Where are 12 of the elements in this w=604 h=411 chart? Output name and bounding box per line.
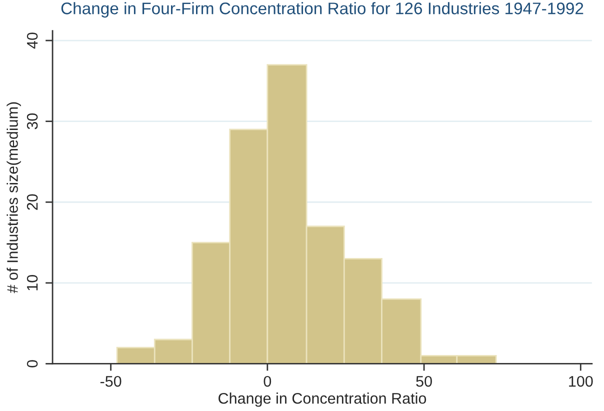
y-tick-label: 30 — [26, 113, 38, 130]
y-tick-label: 20 — [26, 194, 38, 210]
y-axis-title: # of Industries size(medium) — [6, 102, 21, 294]
x-tick-label: 0 — [264, 376, 272, 387]
y-tick-label: 0 — [26, 360, 38, 368]
y-tick-label: 10 — [26, 275, 38, 290]
x-tick-label: -50 — [100, 376, 122, 387]
x-tick-label: 100 — [569, 376, 593, 387]
y-tick-label: 40 — [26, 32, 38, 49]
x-axis-title: Change in Concentration Ratio — [218, 392, 426, 407]
x-tick-label: 50 — [416, 376, 432, 387]
chart-title: Change in Four-Firm Concentration Ratio for 126 Industries 1947-1992 — [61, 2, 584, 18]
